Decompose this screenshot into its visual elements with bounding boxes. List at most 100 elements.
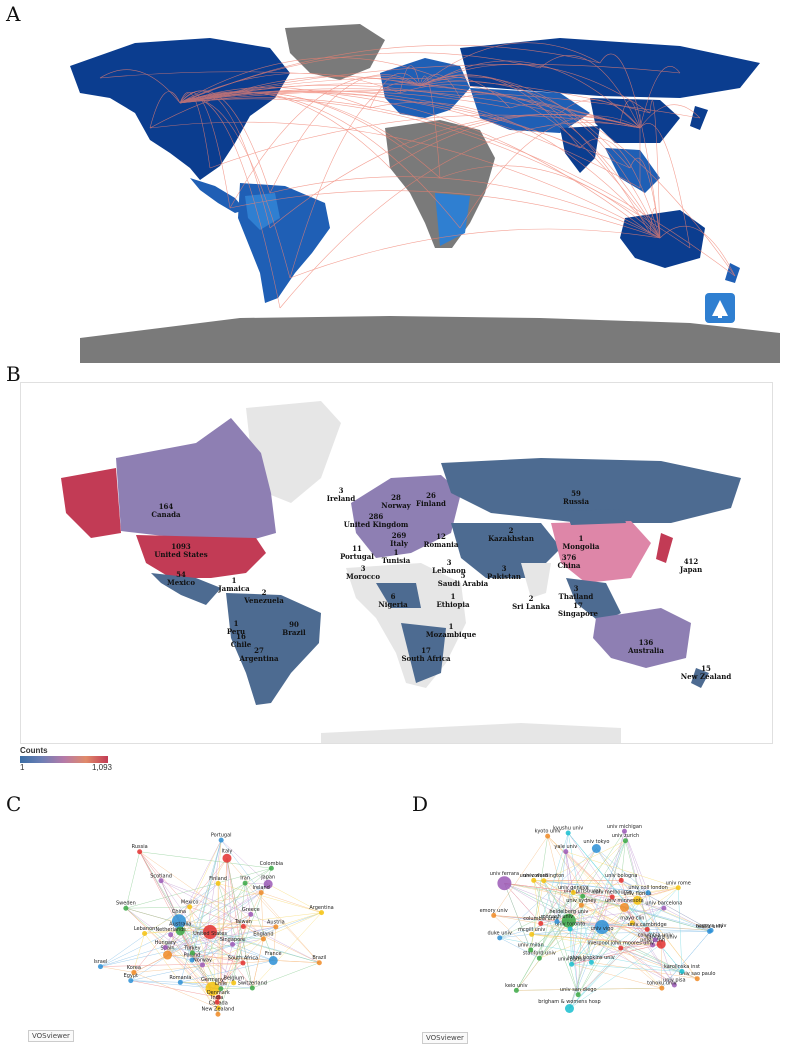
- network-edge: [131, 965, 203, 981]
- network-node-label: univ sao paulo: [679, 971, 715, 977]
- network-node-label: Korea: [127, 965, 141, 971]
- network-node-label: univ barcelona: [645, 901, 682, 907]
- counts-legend: Counts 1 1,093: [20, 746, 120, 776]
- network-node: [620, 903, 629, 912]
- country-name: Tunisia: [382, 556, 411, 565]
- country-name: New Zealand: [681, 672, 732, 681]
- network-node-label: univ coll london: [628, 885, 667, 891]
- network-node: [222, 854, 231, 863]
- network-node-label: Mexico: [181, 899, 198, 905]
- china-shape-b: [551, 521, 651, 583]
- network-node-label: univ milan: [518, 942, 544, 948]
- network-node: [269, 956, 278, 965]
- network-node-label: univ ferrara: [490, 871, 519, 877]
- network-node-label: China: [172, 909, 186, 915]
- network-node-label: Singapore: [220, 937, 245, 943]
- antarctica-shape-b: [321, 723, 621, 743]
- network-node-label: univ melbourne: [593, 889, 632, 895]
- network-node-label: yale univ: [554, 844, 577, 850]
- alaska-shape: [61, 468, 121, 538]
- antarctica-shape: [80, 316, 780, 363]
- network-edge: [131, 981, 219, 998]
- north-america-shape: [70, 38, 290, 180]
- network-node-label: Sweden: [116, 901, 136, 907]
- network-node-label: Romania: [169, 975, 191, 981]
- country-name: Thailand: [559, 592, 594, 601]
- network-node-label: stanford univ: [523, 951, 556, 957]
- network-node-label: South Africa: [228, 956, 258, 962]
- network-node-label: England: [253, 932, 273, 938]
- country-name: Australia: [627, 646, 664, 655]
- country-name: Morocco: [346, 572, 380, 581]
- country-name: Argentina: [238, 654, 279, 663]
- japan-shape-b: [656, 533, 673, 563]
- network-node-label: univ bologna: [605, 873, 637, 879]
- country-name: Nigeria: [378, 600, 408, 609]
- network-node-label: univ geneva: [558, 885, 589, 891]
- country-name: Venezuela: [243, 596, 284, 605]
- network-node-label: univ oxford: [520, 873, 548, 879]
- vosviewer-credit-c: VOSviewer: [28, 1030, 74, 1042]
- network-node-label: Japan: [260, 875, 275, 881]
- country-name: Singapore: [558, 609, 598, 618]
- network-node-label: nagoya univ: [696, 923, 727, 929]
- network-node: [497, 876, 511, 890]
- network-node-label: Switzerland: [238, 981, 267, 987]
- legend-title: Counts: [20, 746, 120, 755]
- legend-max: 1,093: [92, 763, 112, 772]
- journal-logo: [705, 293, 735, 323]
- country-name: China: [558, 561, 581, 570]
- network-node-label: Iran: [240, 876, 250, 882]
- network-node-label: univ sydney: [566, 898, 596, 904]
- network-node-label: France: [265, 951, 282, 957]
- network-node-label: univ rome: [666, 880, 691, 886]
- network-node-label: Taiwan: [234, 919, 252, 925]
- country-name: Mongolia: [563, 542, 600, 551]
- network-node-label: Scotland: [150, 873, 172, 879]
- network-node-label: tohoku univ: [647, 981, 676, 987]
- legend-min: 1: [20, 763, 24, 772]
- country-name: Ireland: [327, 494, 356, 503]
- network-node-label: Argentina: [309, 905, 333, 911]
- network-node-label: mayo clin: [620, 915, 644, 921]
- network-node-label: kyushu univ: [553, 825, 583, 831]
- country-name: Chile: [231, 640, 252, 649]
- india-shape-b: [521, 563, 551, 598]
- network-node: [163, 951, 172, 960]
- network-node-label: Netherlands: [155, 927, 186, 933]
- collaboration-link: [290, 229, 660, 278]
- network-node: [565, 1004, 574, 1013]
- network-node-label: Brazil: [312, 955, 326, 961]
- network-node-label: Russia: [132, 844, 148, 850]
- network-node-label: univ toronto: [555, 922, 586, 928]
- mongolia-shape-b: [566, 509, 626, 525]
- network-node-label: Italy: [222, 849, 233, 855]
- network-node-label: Austria: [267, 919, 285, 925]
- network-edge: [532, 931, 710, 934]
- network-node: [592, 844, 601, 853]
- network-node-label: India: [211, 995, 223, 1001]
- country-name: Mozambique: [426, 630, 477, 639]
- country-name: Russia: [563, 497, 589, 506]
- country-name: Japan: [679, 565, 702, 574]
- network-node-label: Ireland: [253, 885, 270, 891]
- country-name: Pakistan: [487, 572, 521, 581]
- africa-south-shape: [435, 193, 470, 246]
- india-shape: [560, 126, 600, 173]
- network-node-label: emory univ: [480, 908, 508, 914]
- network-node-label: Chile: [215, 981, 228, 987]
- country-name: Mexico: [167, 578, 195, 587]
- country-name: Norway: [381, 501, 411, 510]
- network-node-label: univ zurich: [612, 833, 639, 839]
- network-node-label: univ cambridge: [628, 922, 667, 928]
- map-a-svg: [40, 18, 780, 363]
- network-node-label: monash univ: [541, 914, 573, 920]
- country-name: Saudi Arabia: [438, 579, 489, 588]
- network-node-label: columbia univ: [638, 932, 673, 938]
- network-c-svg: United StatesChinaGermanyAustraliaJapanS…: [20, 812, 380, 1052]
- central-america-shape: [190, 178, 245, 213]
